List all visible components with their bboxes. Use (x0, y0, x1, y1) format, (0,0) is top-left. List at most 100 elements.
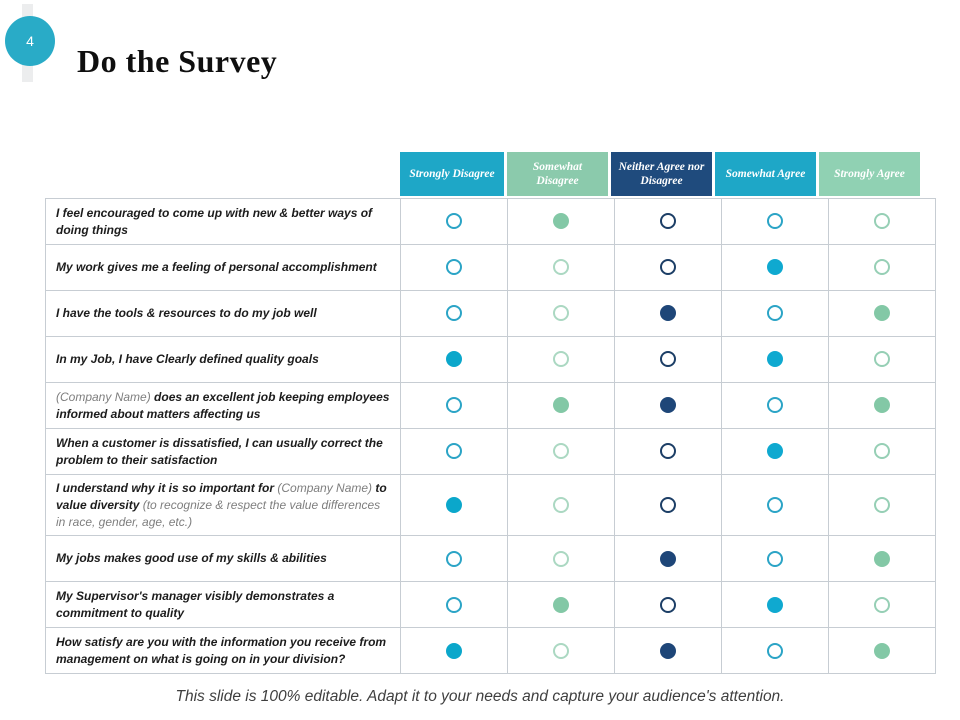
answer-cell (828, 535, 936, 583)
survey-grid: I feel encouraged to come up with new & … (45, 198, 936, 675)
radio-filled-icon[interactable] (553, 213, 569, 230)
radio-filled-icon[interactable] (767, 351, 783, 368)
radio-filled-icon[interactable] (446, 496, 462, 513)
radio-filled-icon[interactable] (874, 550, 890, 567)
radio-outline-icon[interactable] (874, 443, 890, 460)
question-cell: My jobs makes good use of my skills & ab… (45, 535, 401, 583)
page-number: 4 (26, 33, 34, 49)
question-cell: (Company Name) does an excellent job kee… (45, 382, 401, 429)
radio-filled-icon[interactable] (553, 596, 569, 613)
question-cell: How satisfy are you with the information… (45, 627, 401, 675)
page-number-badge: 4 (5, 16, 55, 66)
answer-cell (828, 290, 936, 337)
radio-outline-icon[interactable] (553, 550, 569, 567)
radio-outline-icon[interactable] (767, 496, 783, 513)
radio-outline-icon[interactable] (874, 259, 890, 276)
radio-outline-icon[interactable] (767, 550, 783, 567)
answer-cell (400, 382, 508, 429)
radio-outline-icon[interactable] (446, 550, 462, 567)
radio-outline-icon[interactable] (767, 305, 783, 322)
radio-outline-icon[interactable] (553, 443, 569, 460)
answer-cell (614, 535, 722, 583)
radio-filled-icon[interactable] (446, 351, 462, 368)
answer-cell (507, 428, 615, 475)
table-row: How satisfy are you with the information… (45, 627, 936, 675)
survey-table-body: I feel encouraged to come up with new & … (45, 198, 936, 675)
radio-outline-icon[interactable] (446, 397, 462, 414)
answer-cell (721, 535, 829, 583)
radio-outline-icon[interactable] (874, 596, 890, 613)
radio-outline-icon[interactable] (660, 496, 676, 513)
answer-cell (614, 581, 722, 629)
radio-outline-icon[interactable] (660, 596, 676, 613)
radio-filled-icon[interactable] (874, 397, 890, 414)
answer-cell (721, 290, 829, 337)
radio-outline-icon[interactable] (660, 443, 676, 460)
answer-cell (400, 428, 508, 475)
radio-outline-icon[interactable] (767, 642, 783, 659)
table-row: I understand why it is so important for … (45, 473, 936, 537)
answer-cell (828, 382, 936, 429)
answer-cell (721, 336, 829, 383)
radio-filled-icon[interactable] (660, 305, 676, 322)
radio-outline-icon[interactable] (874, 213, 890, 230)
survey-table: Strongly Disagree Somewhat Disagree Neithe… (45, 152, 936, 675)
question-text: I have the tools & resources to do my jo… (56, 306, 317, 321)
radio-outline-icon[interactable] (660, 351, 676, 368)
table-row: When a customer is dissatisfied, I can u… (45, 428, 936, 475)
radio-outline-icon[interactable] (446, 213, 462, 230)
question-cell: My work gives me a feeling of personal a… (45, 244, 401, 291)
radio-filled-icon[interactable] (660, 550, 676, 567)
radio-outline-icon[interactable] (874, 351, 890, 368)
answer-cell (614, 627, 722, 675)
footer-note: This slide is 100% editable. Adapt it to… (175, 688, 785, 705)
radio-outline-icon[interactable] (446, 443, 462, 460)
radio-outline-icon[interactable] (446, 259, 462, 276)
radio-outline-icon[interactable] (553, 642, 569, 659)
question-cell: I feel encouraged to come up with new & … (45, 198, 401, 245)
answer-cell (828, 198, 936, 245)
radio-outline-icon[interactable] (874, 496, 890, 513)
answer-cell (614, 382, 722, 429)
radio-filled-icon[interactable] (446, 642, 462, 659)
question-cell: I have the tools & resources to do my jo… (45, 290, 401, 337)
radio-outline-icon[interactable] (553, 496, 569, 513)
question-cell: In my Job, I have Clearly defined qualit… (45, 336, 401, 383)
radio-outline-icon[interactable] (660, 213, 676, 230)
radio-filled-icon[interactable] (553, 397, 569, 414)
answer-cell (400, 198, 508, 245)
answer-cell (400, 473, 508, 537)
answer-cell (614, 290, 722, 337)
radio-outline-icon[interactable] (553, 305, 569, 322)
answer-cell (507, 581, 615, 629)
question-cell: When a customer is dissatisfied, I can u… (45, 428, 401, 475)
answer-cell (828, 244, 936, 291)
table-row: My work gives me a feeling of personal a… (45, 244, 936, 291)
radio-outline-icon[interactable] (660, 259, 676, 276)
answer-cell (721, 244, 829, 291)
question-text: When a customer is dissatisfied, I can u… (56, 435, 383, 467)
answer-cell (828, 473, 936, 537)
answer-cell (614, 336, 722, 383)
radio-filled-icon[interactable] (660, 397, 676, 414)
radio-filled-icon[interactable] (874, 305, 890, 322)
radio-outline-icon[interactable] (553, 259, 569, 276)
radio-filled-icon[interactable] (874, 642, 890, 659)
radio-outline-icon[interactable] (553, 351, 569, 368)
answer-cell (614, 244, 722, 291)
radio-filled-icon[interactable] (767, 443, 783, 460)
radio-filled-icon[interactable] (767, 259, 783, 276)
page-title: Do the Survey (77, 43, 278, 80)
radio-outline-icon[interactable] (767, 213, 783, 230)
answer-cell (721, 382, 829, 429)
question-text: My Supervisor's manager visibly demonstr… (56, 589, 335, 620)
radio-filled-icon[interactable] (767, 596, 783, 613)
answer-cell (507, 627, 615, 675)
radio-outline-icon[interactable] (446, 305, 462, 322)
column-header-neither-agree-nor-disagree: Neither Agree nor Disagree (608, 152, 712, 196)
radio-outline-icon[interactable] (446, 596, 462, 613)
answer-cell (400, 535, 508, 583)
radio-outline-icon[interactable] (767, 397, 783, 414)
question-cell: I understand why it is so important for … (45, 473, 401, 537)
radio-filled-icon[interactable] (660, 642, 676, 659)
